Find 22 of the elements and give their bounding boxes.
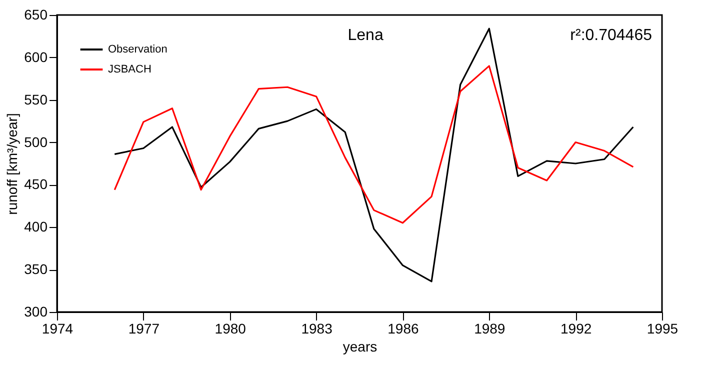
text: Lena [348, 27, 384, 44]
x-tick-label: 1995 [646, 320, 678, 336]
x-tick-label: 1977 [128, 320, 160, 336]
y-tick-label: 300 [24, 304, 48, 320]
legend-label: JSBACH [108, 64, 152, 76]
y-tick-label: 450 [24, 176, 48, 192]
y-tick-label: 650 [24, 6, 48, 22]
annotation: r²:0.704465 [570, 27, 652, 44]
legend-label: Observation [108, 44, 168, 56]
x-tick-label: 1992 [560, 320, 592, 336]
x-tick-label: 1974 [42, 320, 74, 336]
x-tick-label: 1989 [474, 320, 506, 336]
x-tick-label: 1980 [214, 320, 246, 336]
y-tick-label: 550 [24, 91, 48, 108]
y-tick-label: 600 [24, 48, 48, 65]
y-tick-label: 400 [24, 218, 48, 235]
x-tick-label: 1986 [388, 320, 419, 336]
y-tick-label: 350 [24, 261, 48, 278]
x-axis-title: years [342, 338, 378, 354]
y-tick-label: 500 [24, 134, 48, 150]
y-axis-title: runoff [km³/year] [4, 113, 20, 215]
x-tick-label: 1983 [301, 320, 333, 336]
